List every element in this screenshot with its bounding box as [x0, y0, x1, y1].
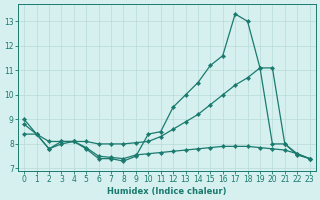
X-axis label: Humidex (Indice chaleur): Humidex (Indice chaleur) — [107, 187, 227, 196]
